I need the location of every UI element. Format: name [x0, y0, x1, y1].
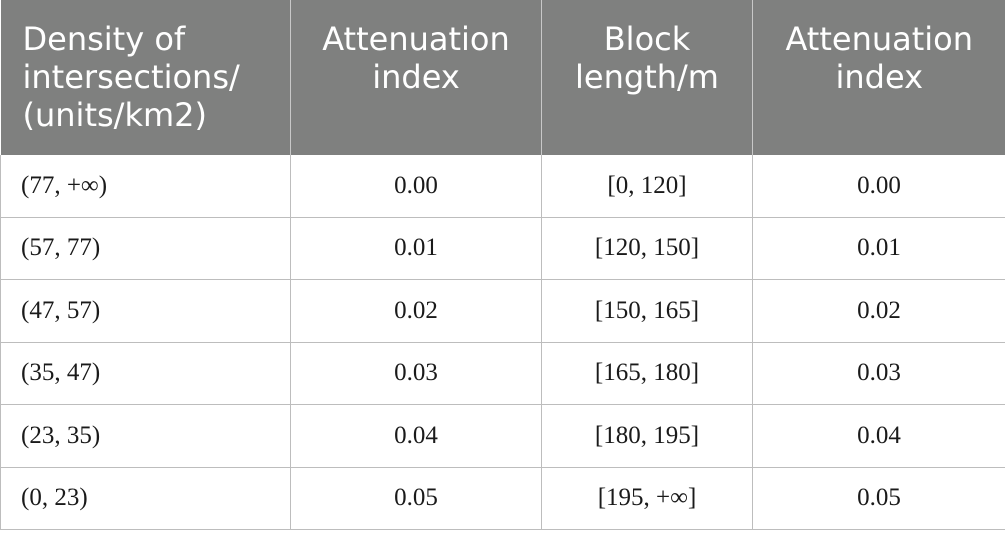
cell-block-length: [0, 120] — [541, 155, 753, 218]
header-block-length-line-2: length/m — [575, 58, 719, 96]
cell-attenuation-index: 0.02 — [752, 279, 1005, 343]
header-row: Density of intersections/ (units/km2) At… — [0, 0, 1005, 155]
cell-density: (77, +∞) — [0, 155, 291, 218]
header-attenuation-1-line-2: index — [372, 58, 460, 96]
header-attenuation-index-2: Attenuation index — [752, 0, 1005, 155]
header-density-line-3: (units/km2) — [22, 96, 207, 134]
cell-block-length: [180, 195] — [541, 404, 753, 468]
cell-attenuation-index: 0.03 — [290, 342, 542, 405]
table-row: (77, +∞) 0.00 [0, 120] 0.00 — [0, 155, 1005, 218]
header-attenuation-index-1: Attenuation index — [290, 0, 542, 155]
cell-attenuation-index: 0.04 — [752, 404, 1005, 468]
cell-attenuation-index: 0.01 — [752, 217, 1005, 280]
header-block-length: Block length/m — [541, 0, 753, 155]
table-row: (47, 57) 0.02 [150, 165] 0.02 — [0, 279, 1005, 343]
table-row: (35, 47) 0.03 [165, 180] 0.03 — [0, 342, 1005, 405]
cell-block-length: [195, +∞] — [541, 467, 753, 530]
cell-density: (57, 77) — [0, 217, 291, 280]
table-row: (0, 23) 0.05 [195, +∞] 0.05 — [0, 467, 1005, 530]
cell-attenuation-index: 0.02 — [290, 279, 542, 343]
cell-density: (35, 47) — [0, 342, 291, 405]
cell-density: (47, 57) — [0, 279, 291, 343]
cell-attenuation-index: 0.03 — [752, 342, 1005, 405]
table-body: (77, +∞) 0.00 [0, 120] 0.00 (57, 77) 0.0… — [0, 155, 1005, 530]
header-density: Density of intersections/ (units/km2) — [0, 0, 291, 155]
cell-attenuation-index: 0.05 — [290, 467, 542, 530]
cell-attenuation-index: 0.00 — [290, 155, 542, 218]
cell-attenuation-index: 0.04 — [290, 404, 542, 468]
cell-block-length: [150, 165] — [541, 279, 753, 343]
cell-block-length: [120, 150] — [541, 217, 753, 280]
header-density-line-2: intersections/ — [22, 58, 240, 96]
header-density-line-1: Density of — [22, 20, 186, 58]
attenuation-table: Density of intersections/ (units/km2) At… — [0, 0, 1005, 530]
header-attenuation-2-line-2: index — [835, 58, 924, 96]
header-block-length-line-1: Block — [603, 20, 691, 58]
cell-attenuation-index: 0.00 — [752, 155, 1005, 218]
cell-density: (23, 35) — [0, 404, 291, 468]
header-attenuation-1-line-1: Attenuation — [322, 20, 510, 58]
table-row: (23, 35) 0.04 [180, 195] 0.04 — [0, 404, 1005, 468]
cell-attenuation-index: 0.05 — [752, 467, 1005, 530]
cell-block-length: [165, 180] — [541, 342, 753, 405]
cell-attenuation-index: 0.01 — [290, 217, 542, 280]
table-row: (57, 77) 0.01 [120, 150] 0.01 — [0, 217, 1005, 280]
table-header: Density of intersections/ (units/km2) At… — [0, 0, 1005, 155]
header-attenuation-2-line-1: Attenuation — [785, 20, 974, 58]
cell-density: (0, 23) — [0, 467, 291, 530]
